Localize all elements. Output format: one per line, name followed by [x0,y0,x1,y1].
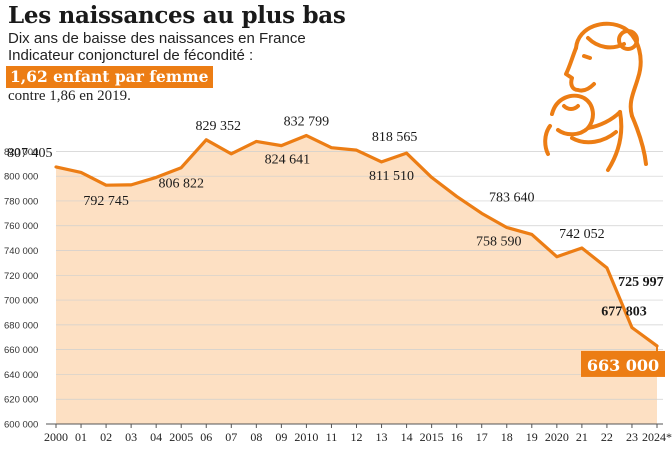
x-tick-label: 2005 [169,430,193,444]
x-tick-label: 2020 [545,430,569,444]
x-tick-label: 12 [351,430,363,444]
data-label: 725 997 [618,275,664,290]
x-tick-label: 2015 [420,430,444,444]
y-tick-label: 640 000 [4,370,38,381]
y-tick-label: 740 000 [4,246,38,257]
y-tick-label: 760 000 [4,221,38,232]
comparison-note: contre 1,86 en 2019. [8,88,131,104]
chart-title: Les naissances au plus bas [8,2,346,29]
data-label: 806 822 [158,177,204,192]
area-fill [56,135,657,424]
x-tick-label: 2010 [294,430,318,444]
x-tick-label: 17 [476,430,488,444]
x-tick-label: 07 [225,430,237,444]
births-series-line [54,133,659,348]
x-tick-label: 01 [75,430,87,444]
chart-subtitle: Dix ans de baisse des naissances en Fran… [8,30,306,64]
y-tick-label: 620 000 [4,395,38,406]
data-label: 818 565 [372,130,418,145]
x-tick-label: 08 [250,430,262,444]
y-tick-label: 780 000 [4,196,38,207]
x-tick-label: 03 [125,430,137,444]
data-label: 663 000 [587,356,659,375]
data-label: 758 590 [476,234,522,249]
y-tick-label: 800 000 [4,172,38,183]
x-tick-label: 11 [326,430,338,444]
y-tick-label: 600 000 [4,420,38,431]
data-label: 832 799 [284,115,330,130]
mother-holding-baby-icon [543,21,648,172]
data-label: 742 052 [559,227,605,242]
x-tick-label: 13 [376,430,388,444]
data-label: 792 745 [83,194,129,209]
callout-box [581,350,665,377]
y-tick-label: 660 000 [4,345,38,356]
subtitle-line-1: Dix ans de baisse des naissances en Fran… [8,30,306,47]
x-tick-label: 14 [401,430,413,444]
data-label: 677 803 [601,305,647,320]
data-label: 783 640 [489,190,535,205]
data-label: 824 641 [265,153,311,168]
y-tick-label: 700 000 [4,296,38,307]
fertility-highlight-badge: 1,62 enfant par femme [6,66,214,88]
data-label: 807 405 [7,146,53,161]
x-tick-label: 04 [150,430,162,444]
y-tick-label: 820 000 [4,147,38,158]
y-tick-label: 720 000 [4,271,38,282]
x-tick-label: 23 [626,430,638,444]
x-tick-label: 18 [501,430,513,444]
x-tick-label: 19 [526,430,538,444]
x-tick-label: 02 [100,430,112,444]
x-tick-label: 16 [451,430,463,444]
data-label: 811 510 [369,169,414,184]
x-tick-label: 2000 [44,430,68,444]
x-tick-label: 09 [275,430,287,444]
subtitle-line-2: Indicateur conjoncturel de fécondité : [8,47,254,64]
y-tick-label: 680 000 [4,320,38,331]
data-label: 829 352 [196,119,242,134]
x-tick-label: 06 [200,430,212,444]
x-tick-label: 2024* [642,430,672,444]
x-tick-label: 22 [601,430,613,444]
x-tick-label: 21 [576,430,588,444]
